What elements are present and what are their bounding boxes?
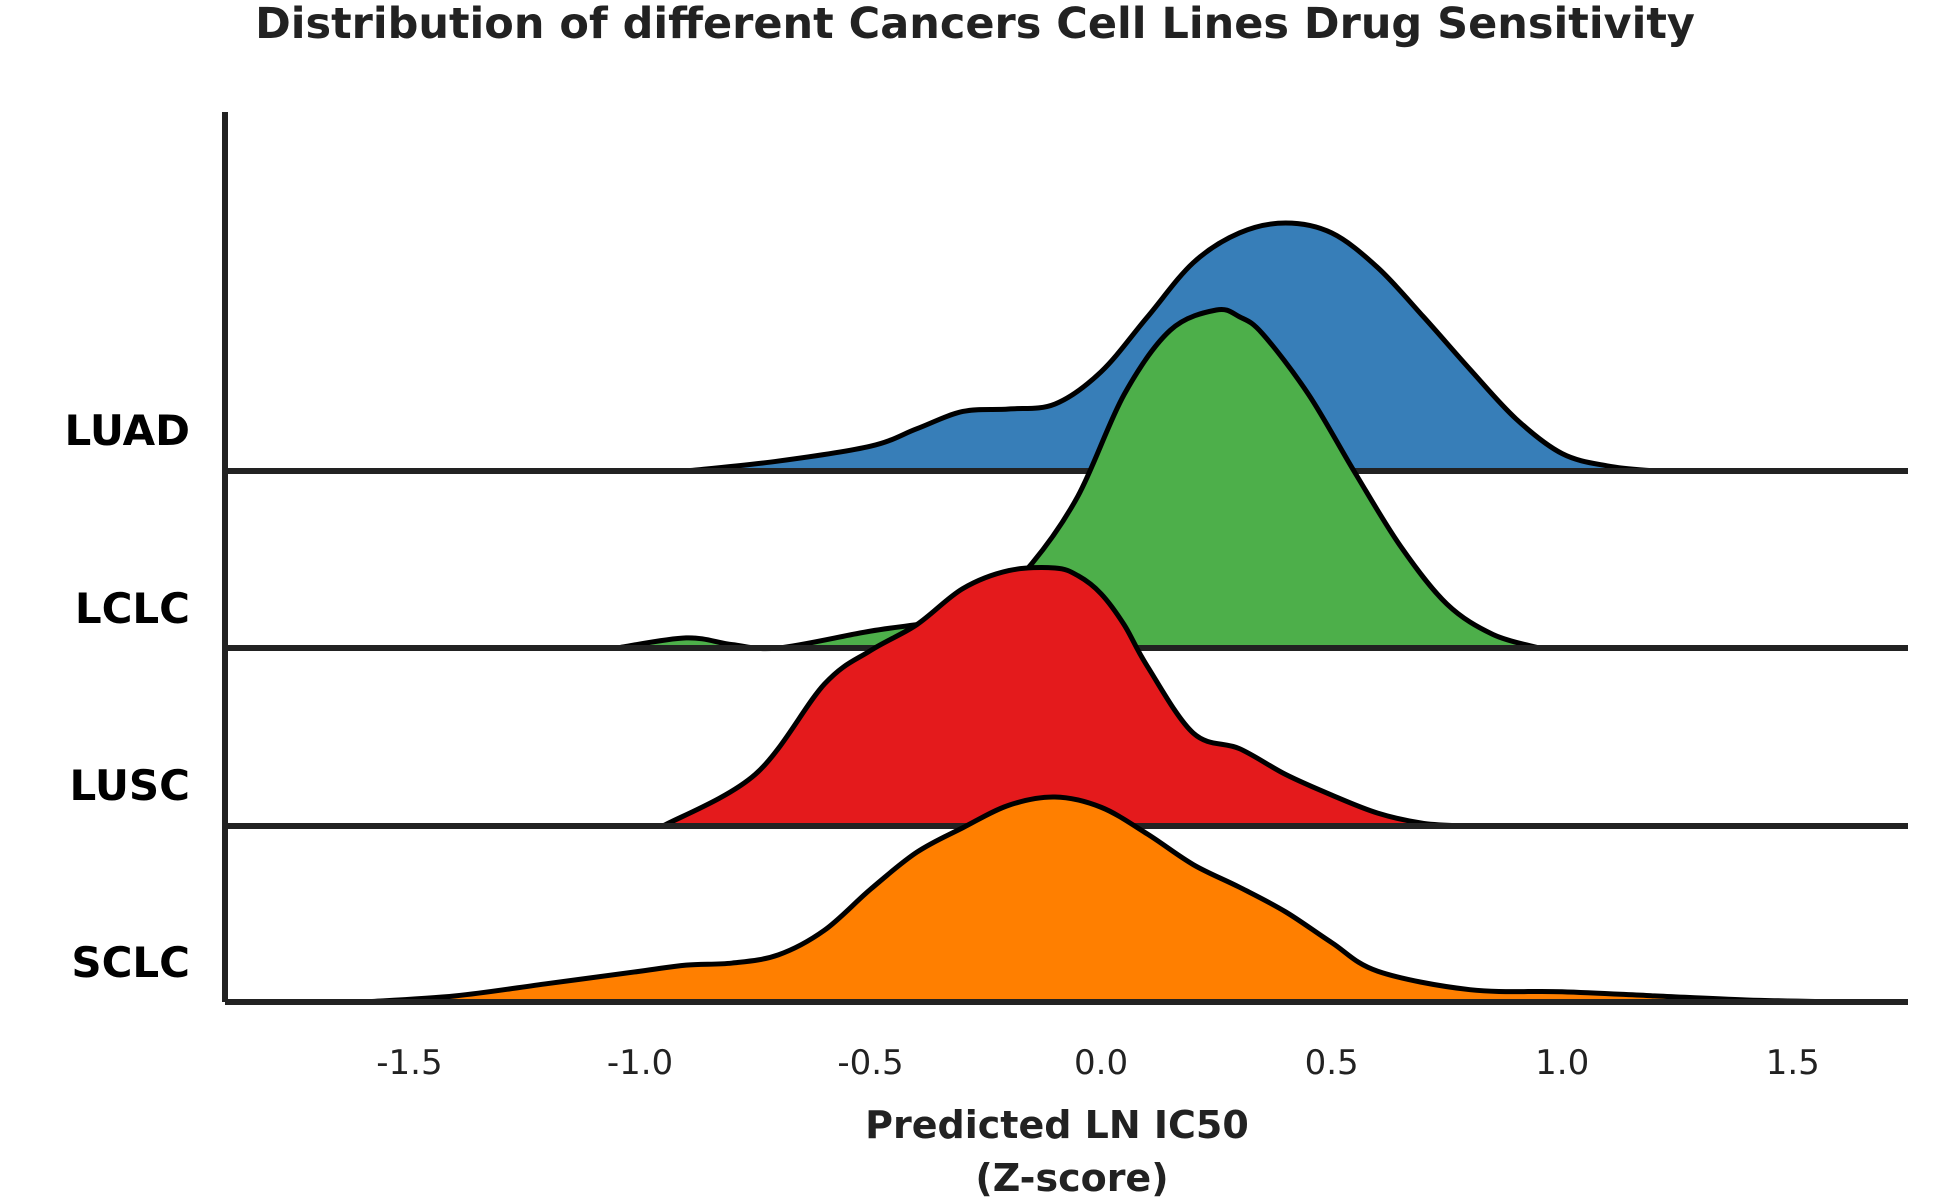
x-tick-label: 0.0: [1074, 1043, 1128, 1083]
x-axis-ticks: -1.5 -1.0 -0.5 0.0 0.5 1.0 1.5: [376, 1043, 1820, 1083]
ridge-area-sclc: [363, 796, 1839, 1002]
x-tick-label: 1.0: [1535, 1043, 1589, 1083]
x-axis-label-line1: Predicted LN IC50: [865, 1103, 1249, 1147]
x-tick-label: -1.5: [376, 1043, 442, 1083]
row-label-lclc: LCLC: [75, 584, 190, 633]
chart-title: Distribution of different Cancers Cell L…: [255, 0, 1695, 49]
ridge-outline-lusc: [661, 565, 1471, 829]
ridge-area-lusc: [663, 567, 1470, 826]
x-tick-label: -1.0: [607, 1043, 673, 1083]
row-label-lusc: LUSC: [70, 761, 190, 810]
ridges-layer: [225, 220, 1908, 1005]
x-tick-label: 0.5: [1305, 1043, 1359, 1083]
x-axis-label-line2: (Z-score): [975, 1156, 1168, 1200]
ridge-outline-sclc: [363, 794, 1839, 1005]
row-label-luad: LUAD: [65, 406, 190, 455]
row-labels: LUAD LCLC LUSC SCLC: [65, 406, 190, 987]
x-tick-label: -0.5: [837, 1043, 903, 1083]
row-label-sclc: SCLC: [71, 938, 190, 987]
ridge-outline-luad: [685, 220, 1655, 474]
x-tick-label: 1.5: [1766, 1043, 1820, 1083]
ridge-area-lclc: [616, 309, 1540, 649]
